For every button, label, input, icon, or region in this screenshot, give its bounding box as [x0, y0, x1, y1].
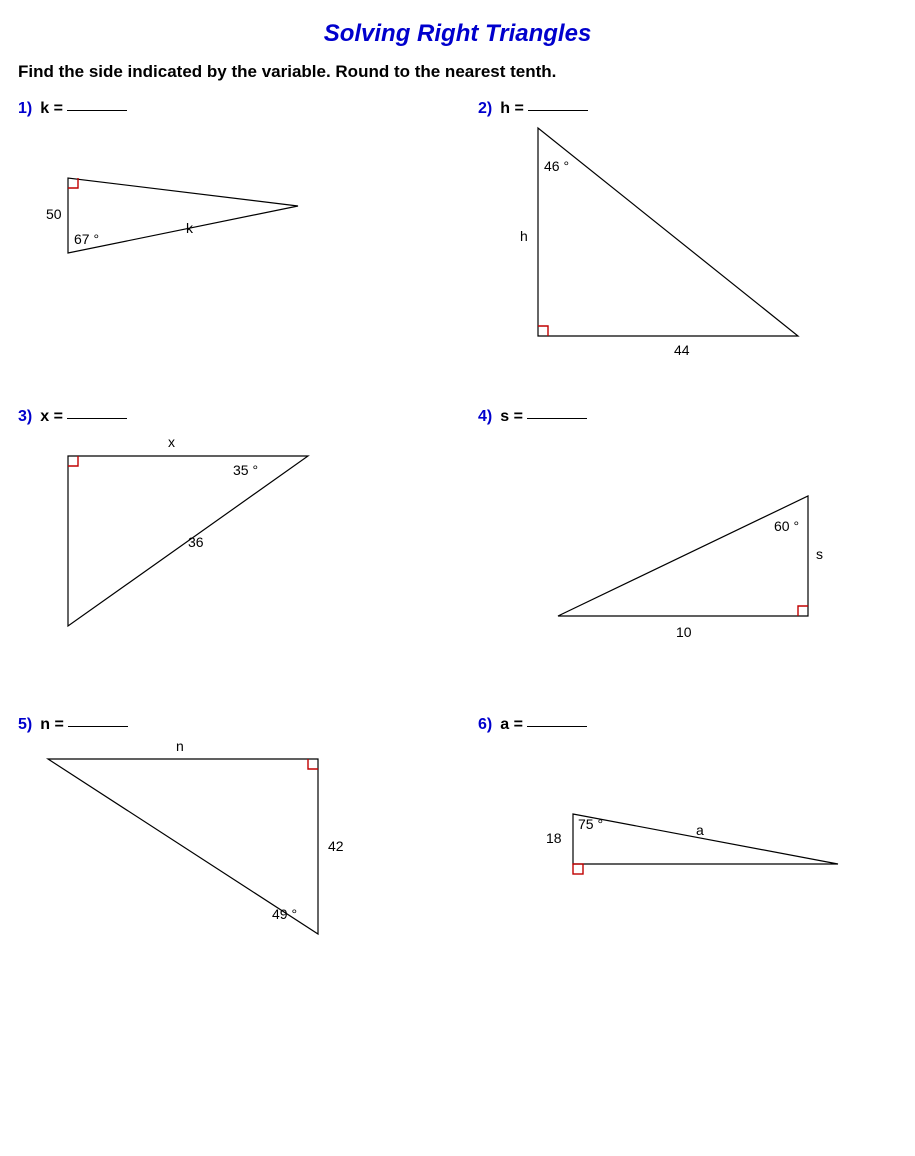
figure-label: 35 ° [233, 462, 258, 478]
answer-blank[interactable] [527, 418, 587, 419]
answer-blank[interactable] [528, 110, 588, 111]
figure-label: 46 ° [544, 158, 569, 174]
figure-label: 10 [676, 624, 692, 640]
figure-label: 18 [546, 830, 562, 846]
variable-label: a = [500, 716, 523, 733]
problem-2: 2) h = 46 ° h 44 [478, 100, 898, 378]
problem-5: 5) n = n 42 49 ° [18, 716, 438, 994]
problem-number: 3) [18, 408, 32, 426]
triangle-figure: 46 ° h 44 [478, 118, 898, 378]
problem-number: 2) [478, 100, 492, 118]
figure-label: a [696, 822, 704, 838]
variable-label: k = [40, 100, 63, 117]
problem-grid: 1) k = 50 67 ° k 2) h = 46 ° h 44 3) x = x 35 ° 36 4) s … [18, 100, 897, 994]
figure-label: 36 [188, 534, 204, 550]
problem-1: 1) k = 50 67 ° k [18, 100, 438, 378]
page-title: Solving Right Triangles [18, 20, 897, 48]
figure-label: 67 ° [74, 231, 99, 247]
figure-label: 49 ° [272, 906, 297, 922]
problem-6: 6) a = 18 75 ° a [478, 716, 898, 994]
variable-label: h = [500, 100, 524, 117]
figure-label: n [176, 738, 184, 754]
figure-label: x [168, 434, 175, 450]
answer-blank[interactable] [67, 110, 127, 111]
triangle-figure: x 35 ° 36 [18, 426, 438, 686]
triangle-figure: n 42 49 ° [18, 734, 438, 994]
answer-blank[interactable] [68, 726, 128, 727]
figure-label: 44 [674, 342, 690, 358]
problem-number: 6) [478, 716, 492, 734]
problem-number: 5) [18, 716, 32, 734]
problem-4: 4) s = 60 ° s 10 [478, 408, 898, 686]
triangle-figure: 50 67 ° k [18, 118, 438, 378]
figure-label: 60 ° [774, 518, 799, 534]
instructions: Find the side indicated by the variable.… [18, 62, 897, 82]
variable-label: x = [40, 408, 63, 425]
triangle-figure: 18 75 ° a [478, 734, 898, 994]
figure-label: s [816, 546, 823, 562]
figure-label: k [186, 220, 193, 236]
figure-label: h [520, 228, 528, 244]
answer-blank[interactable] [67, 418, 127, 419]
variable-label: n = [40, 716, 64, 733]
problem-number: 1) [18, 100, 32, 118]
variable-label: s = [500, 408, 523, 425]
answer-blank[interactable] [527, 726, 587, 727]
problem-3: 3) x = x 35 ° 36 [18, 408, 438, 686]
figure-label: 50 [46, 206, 62, 222]
problem-number: 4) [478, 408, 492, 426]
figure-label: 75 ° [578, 816, 603, 832]
figure-label: 42 [328, 838, 344, 854]
triangle-figure: 60 ° s 10 [478, 426, 898, 686]
